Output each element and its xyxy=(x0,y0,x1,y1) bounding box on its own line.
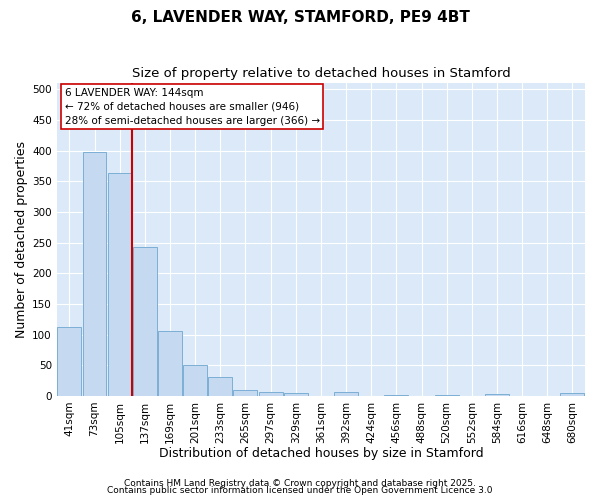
Bar xyxy=(284,393,308,396)
Text: Contains HM Land Registry data © Crown copyright and database right 2025.: Contains HM Land Registry data © Crown c… xyxy=(124,478,476,488)
Bar xyxy=(208,377,232,396)
Bar xyxy=(83,152,106,396)
Bar xyxy=(158,332,182,396)
Bar xyxy=(108,173,131,396)
Bar xyxy=(334,392,358,396)
Title: Size of property relative to detached houses in Stamford: Size of property relative to detached ho… xyxy=(131,68,510,80)
Bar xyxy=(58,326,82,396)
Text: 6 LAVENDER WAY: 144sqm
← 72% of detached houses are smaller (946)
28% of semi-de: 6 LAVENDER WAY: 144sqm ← 72% of detached… xyxy=(65,88,320,126)
X-axis label: Distribution of detached houses by size in Stamford: Distribution of detached houses by size … xyxy=(158,447,483,460)
Bar xyxy=(133,247,157,396)
Bar xyxy=(560,394,584,396)
Bar xyxy=(435,395,458,396)
Bar xyxy=(233,390,257,396)
Bar xyxy=(183,365,207,396)
Bar xyxy=(385,394,408,396)
Y-axis label: Number of detached properties: Number of detached properties xyxy=(15,141,28,338)
Text: Contains public sector information licensed under the Open Government Licence 3.: Contains public sector information licen… xyxy=(107,486,493,495)
Bar xyxy=(259,392,283,396)
Text: 6, LAVENDER WAY, STAMFORD, PE9 4BT: 6, LAVENDER WAY, STAMFORD, PE9 4BT xyxy=(131,10,469,25)
Bar xyxy=(485,394,509,396)
